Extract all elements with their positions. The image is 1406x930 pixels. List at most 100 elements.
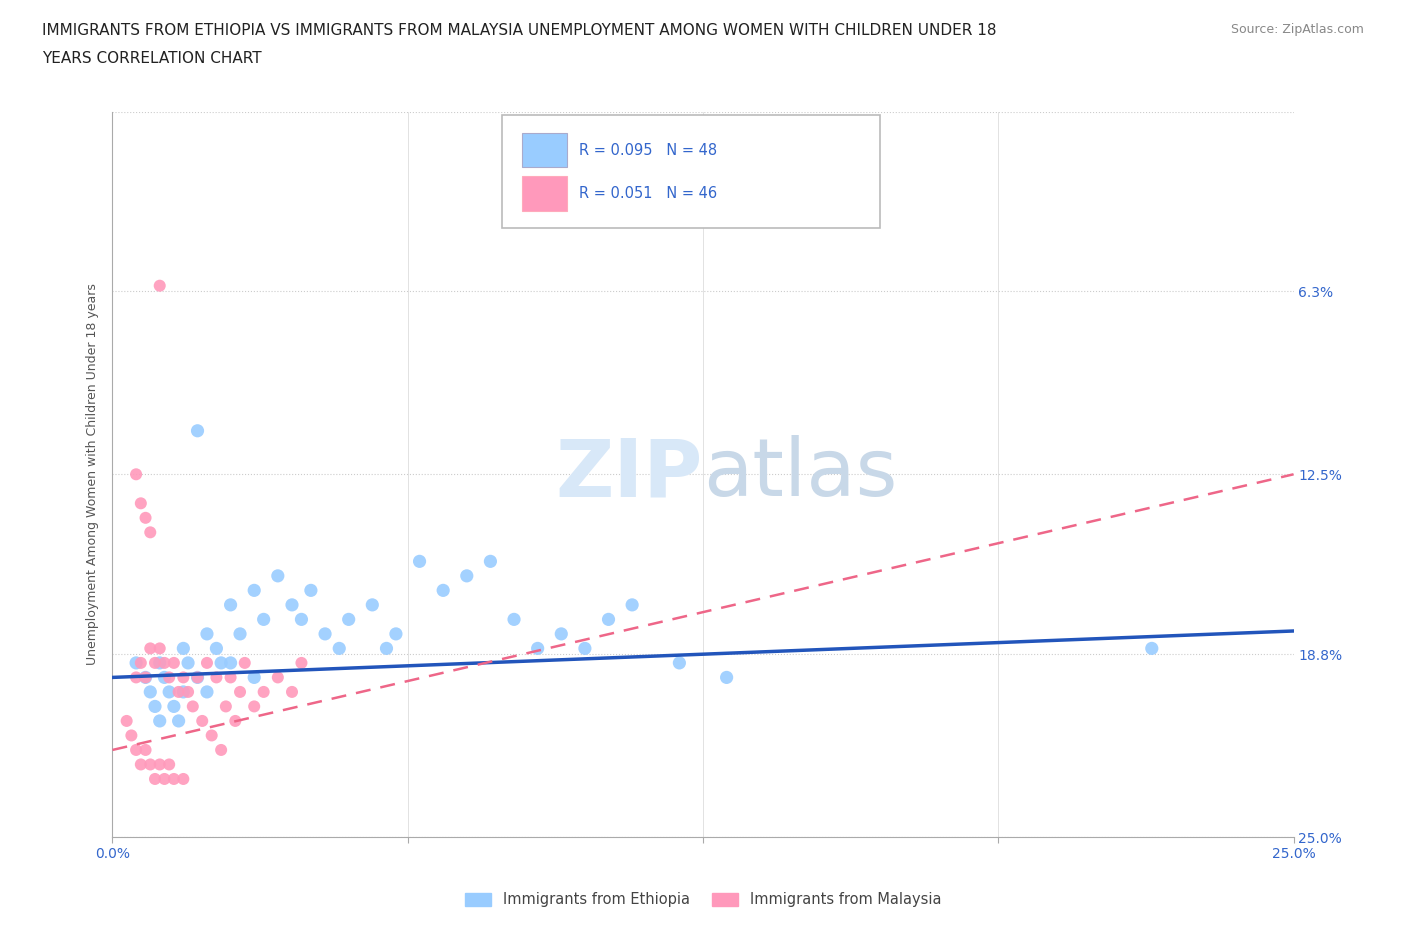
Point bbox=[135, 511, 157, 525]
Point bbox=[125, 656, 148, 671]
Point bbox=[167, 684, 190, 699]
Point bbox=[149, 656, 172, 671]
Point bbox=[550, 627, 572, 642]
Point bbox=[186, 670, 208, 684]
Point bbox=[139, 525, 162, 539]
Point bbox=[267, 568, 290, 583]
Point bbox=[163, 656, 186, 671]
Text: R = 0.095   N = 48: R = 0.095 N = 48 bbox=[579, 142, 717, 157]
Point bbox=[314, 627, 336, 642]
Point bbox=[375, 641, 398, 656]
FancyBboxPatch shape bbox=[502, 115, 880, 228]
Point bbox=[129, 656, 152, 671]
Point bbox=[186, 423, 208, 438]
Point bbox=[181, 699, 204, 714]
Point bbox=[205, 641, 228, 656]
Text: YEARS CORRELATION CHART: YEARS CORRELATION CHART bbox=[42, 51, 262, 66]
Bar bbox=[522, 176, 567, 211]
Point bbox=[177, 656, 200, 671]
Point bbox=[290, 656, 312, 671]
Text: atlas: atlas bbox=[703, 435, 897, 513]
Text: R = 0.051   N = 46: R = 0.051 N = 46 bbox=[579, 186, 717, 201]
Point bbox=[233, 656, 256, 671]
Point bbox=[479, 554, 502, 569]
Point bbox=[125, 742, 148, 757]
Bar bbox=[522, 133, 567, 167]
Point bbox=[163, 772, 186, 787]
Point bbox=[149, 757, 172, 772]
Point bbox=[139, 684, 162, 699]
Point bbox=[201, 728, 224, 743]
Point bbox=[135, 670, 157, 684]
Point bbox=[139, 641, 162, 656]
Point bbox=[432, 583, 454, 598]
Point bbox=[281, 597, 304, 612]
Point bbox=[290, 612, 312, 627]
Point bbox=[267, 670, 290, 684]
Point bbox=[191, 713, 214, 728]
Point bbox=[157, 670, 180, 684]
Point bbox=[337, 612, 360, 627]
Point bbox=[328, 641, 350, 656]
Point bbox=[243, 699, 266, 714]
Text: Source: ZipAtlas.com: Source: ZipAtlas.com bbox=[1230, 23, 1364, 36]
Point bbox=[135, 670, 157, 684]
Point bbox=[153, 772, 176, 787]
Point bbox=[172, 641, 194, 656]
Point bbox=[385, 627, 408, 642]
Point bbox=[172, 684, 194, 699]
Point bbox=[253, 684, 276, 699]
Point bbox=[281, 684, 304, 699]
Point bbox=[621, 597, 644, 612]
Point bbox=[125, 670, 148, 684]
Point bbox=[157, 757, 180, 772]
Point bbox=[125, 467, 148, 482]
Point bbox=[229, 684, 252, 699]
Point bbox=[668, 656, 690, 671]
Point bbox=[503, 612, 526, 627]
Text: ZIP: ZIP bbox=[555, 435, 703, 513]
Point bbox=[163, 699, 186, 714]
Point bbox=[115, 713, 138, 728]
Point bbox=[219, 670, 242, 684]
Point bbox=[243, 670, 266, 684]
Point bbox=[456, 568, 478, 583]
Point bbox=[153, 656, 176, 671]
Point bbox=[143, 772, 166, 787]
Point bbox=[526, 641, 548, 656]
Point bbox=[209, 742, 232, 757]
Point bbox=[177, 684, 200, 699]
Point bbox=[195, 656, 218, 671]
Point bbox=[195, 627, 218, 642]
Point bbox=[209, 656, 232, 671]
Point bbox=[129, 757, 152, 772]
Point bbox=[149, 713, 172, 728]
Point bbox=[1140, 641, 1163, 656]
Point bbox=[153, 670, 176, 684]
Point bbox=[143, 656, 166, 671]
Point bbox=[143, 699, 166, 714]
Point bbox=[215, 699, 238, 714]
Point bbox=[172, 772, 194, 787]
Point bbox=[408, 554, 430, 569]
Point bbox=[219, 656, 242, 671]
Legend: Immigrants from Ethiopia, Immigrants from Malaysia: Immigrants from Ethiopia, Immigrants fro… bbox=[460, 886, 946, 913]
Y-axis label: Unemployment Among Women with Children Under 18 years: Unemployment Among Women with Children U… bbox=[86, 284, 100, 665]
Point bbox=[135, 742, 157, 757]
Point bbox=[598, 612, 620, 627]
Point bbox=[139, 757, 162, 772]
Point bbox=[149, 278, 172, 293]
Text: IMMIGRANTS FROM ETHIOPIA VS IMMIGRANTS FROM MALAYSIA UNEMPLOYMENT AMONG WOMEN WI: IMMIGRANTS FROM ETHIOPIA VS IMMIGRANTS F… bbox=[42, 23, 997, 38]
Point bbox=[229, 627, 252, 642]
Point bbox=[186, 670, 208, 684]
Point bbox=[120, 728, 142, 743]
Point bbox=[129, 496, 152, 511]
Point bbox=[253, 612, 276, 627]
Point bbox=[157, 684, 180, 699]
Point bbox=[149, 641, 172, 656]
Point bbox=[361, 597, 384, 612]
Point bbox=[716, 670, 738, 684]
Point bbox=[195, 684, 218, 699]
Point bbox=[219, 597, 242, 612]
Point bbox=[205, 670, 228, 684]
